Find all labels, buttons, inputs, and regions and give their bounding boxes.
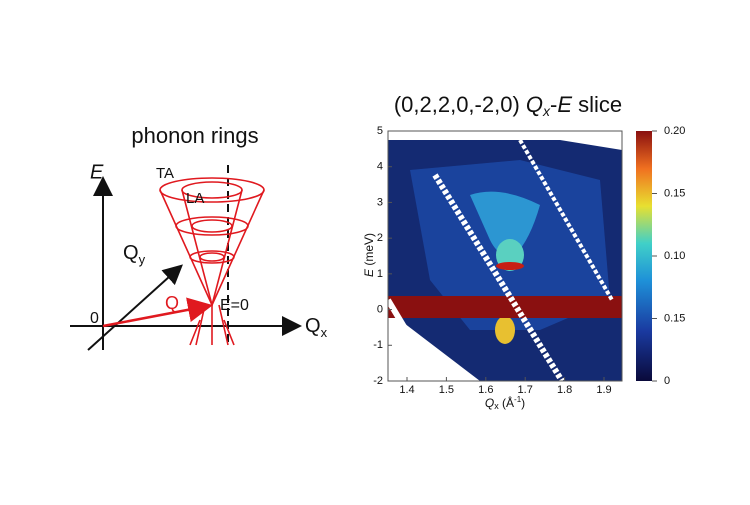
- y-tick-label: 3: [377, 196, 383, 208]
- origin-label: 0: [90, 310, 99, 327]
- y-tick-label: 0: [377, 303, 383, 315]
- slice-title: (0,2,2,0,-2,0) Qx-E slice: [394, 92, 622, 119]
- y-tick-label: -1: [373, 339, 383, 351]
- colorbar-tick-label: 0.15: [664, 312, 685, 324]
- x-tick-label: 1.6: [478, 384, 493, 396]
- colorbar-tick-label: 0.10: [664, 250, 685, 262]
- y-tick-label: 1: [377, 268, 383, 280]
- y-tick-label: -2: [373, 375, 383, 387]
- x-tick-label: 1.5: [439, 384, 454, 396]
- x-tick-label: 1.9: [596, 384, 611, 396]
- e-axis-label: E: [90, 161, 104, 183]
- qx-label: Qx: [305, 315, 328, 340]
- e-zero-label: E=0: [220, 297, 249, 314]
- q-label: Q: [165, 293, 179, 313]
- phonon-cone: [102, 165, 265, 346]
- colorbar-tick-label: 0: [664, 375, 670, 387]
- y-tick-label: 5: [377, 125, 383, 137]
- y-tick-label: 4: [377, 161, 383, 173]
- x-tick-label: 1.7: [518, 384, 533, 396]
- la-label: LA: [186, 190, 204, 207]
- x-tick-label: 1.4: [399, 384, 414, 396]
- y-axis-label: E (meV): [362, 233, 376, 277]
- heatmap: [388, 131, 622, 381]
- diagram-title: phonon rings: [131, 123, 258, 148]
- qy-label: Qy: [123, 242, 146, 267]
- x-tick-label: 1.8: [557, 384, 572, 396]
- y-tick-label: 2: [377, 232, 383, 244]
- colorbar-tick-label: 0.20: [664, 125, 685, 137]
- colorbar-tick-label: 0.15: [664, 187, 685, 199]
- ta-label: TA: [156, 165, 174, 182]
- x-axis-label: Qx (Å-1): [485, 395, 525, 411]
- colorbar: [636, 131, 652, 381]
